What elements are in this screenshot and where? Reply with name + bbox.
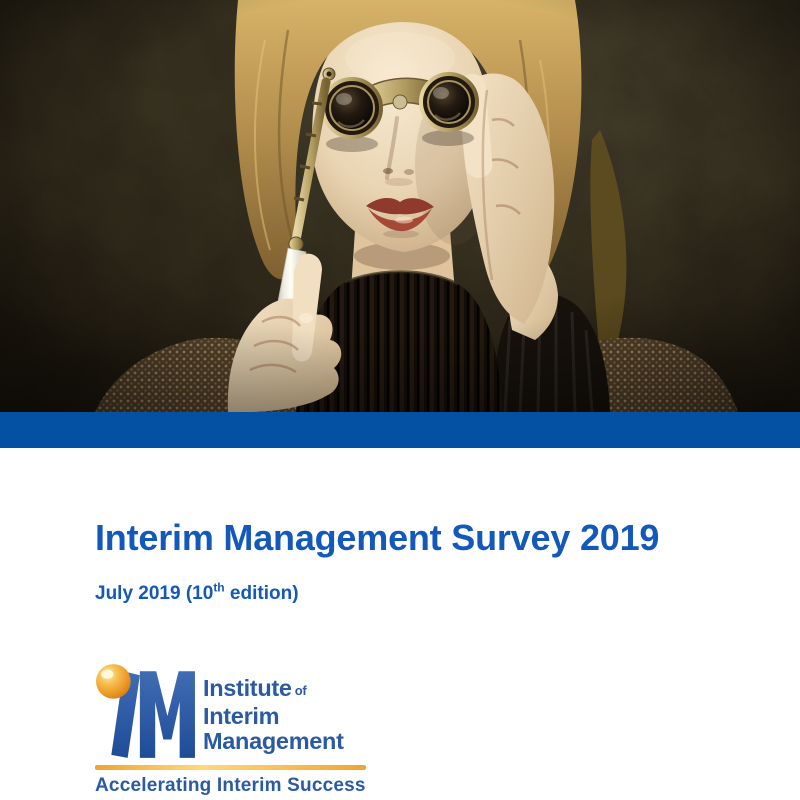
iim-logo-text: Institute of Interim Management [203,663,344,754]
logo-word-institute: Institute [203,675,292,701]
divider-band [0,412,800,448]
subtitle-superscript: th [213,580,225,595]
cover-photo [0,0,800,412]
subtitle-suffix: edition) [224,583,299,604]
logo-line-2: Interim [203,703,280,729]
gold-sphere [96,664,131,699]
m-letter [139,671,195,758]
woman-figure [0,0,800,412]
subtitle: July 2019 (10th edition) [95,580,800,605]
logo-gold-line [95,765,366,770]
logo-line-3: Management [203,728,344,754]
i-stem [111,671,140,758]
logo-word-of: of [294,683,307,698]
vignette [0,0,800,412]
iim-monogram-icon [96,664,195,758]
logo-line-1: Institute of [203,676,344,704]
page-title: Interim Management Survey 2019 [95,517,660,558]
iim-logo: Institute of Interim Management Accelerat… [95,663,366,797]
subtitle-prefix: July 2019 (10 [95,583,214,604]
cover-photo-illustration [0,0,800,412]
cover-content: Interim Management Survey 2019 July 2019… [0,448,800,797]
logo-tagline: Accelerating Interim Success [95,775,366,796]
iim-logo-row: Institute of Interim Management [95,663,366,760]
